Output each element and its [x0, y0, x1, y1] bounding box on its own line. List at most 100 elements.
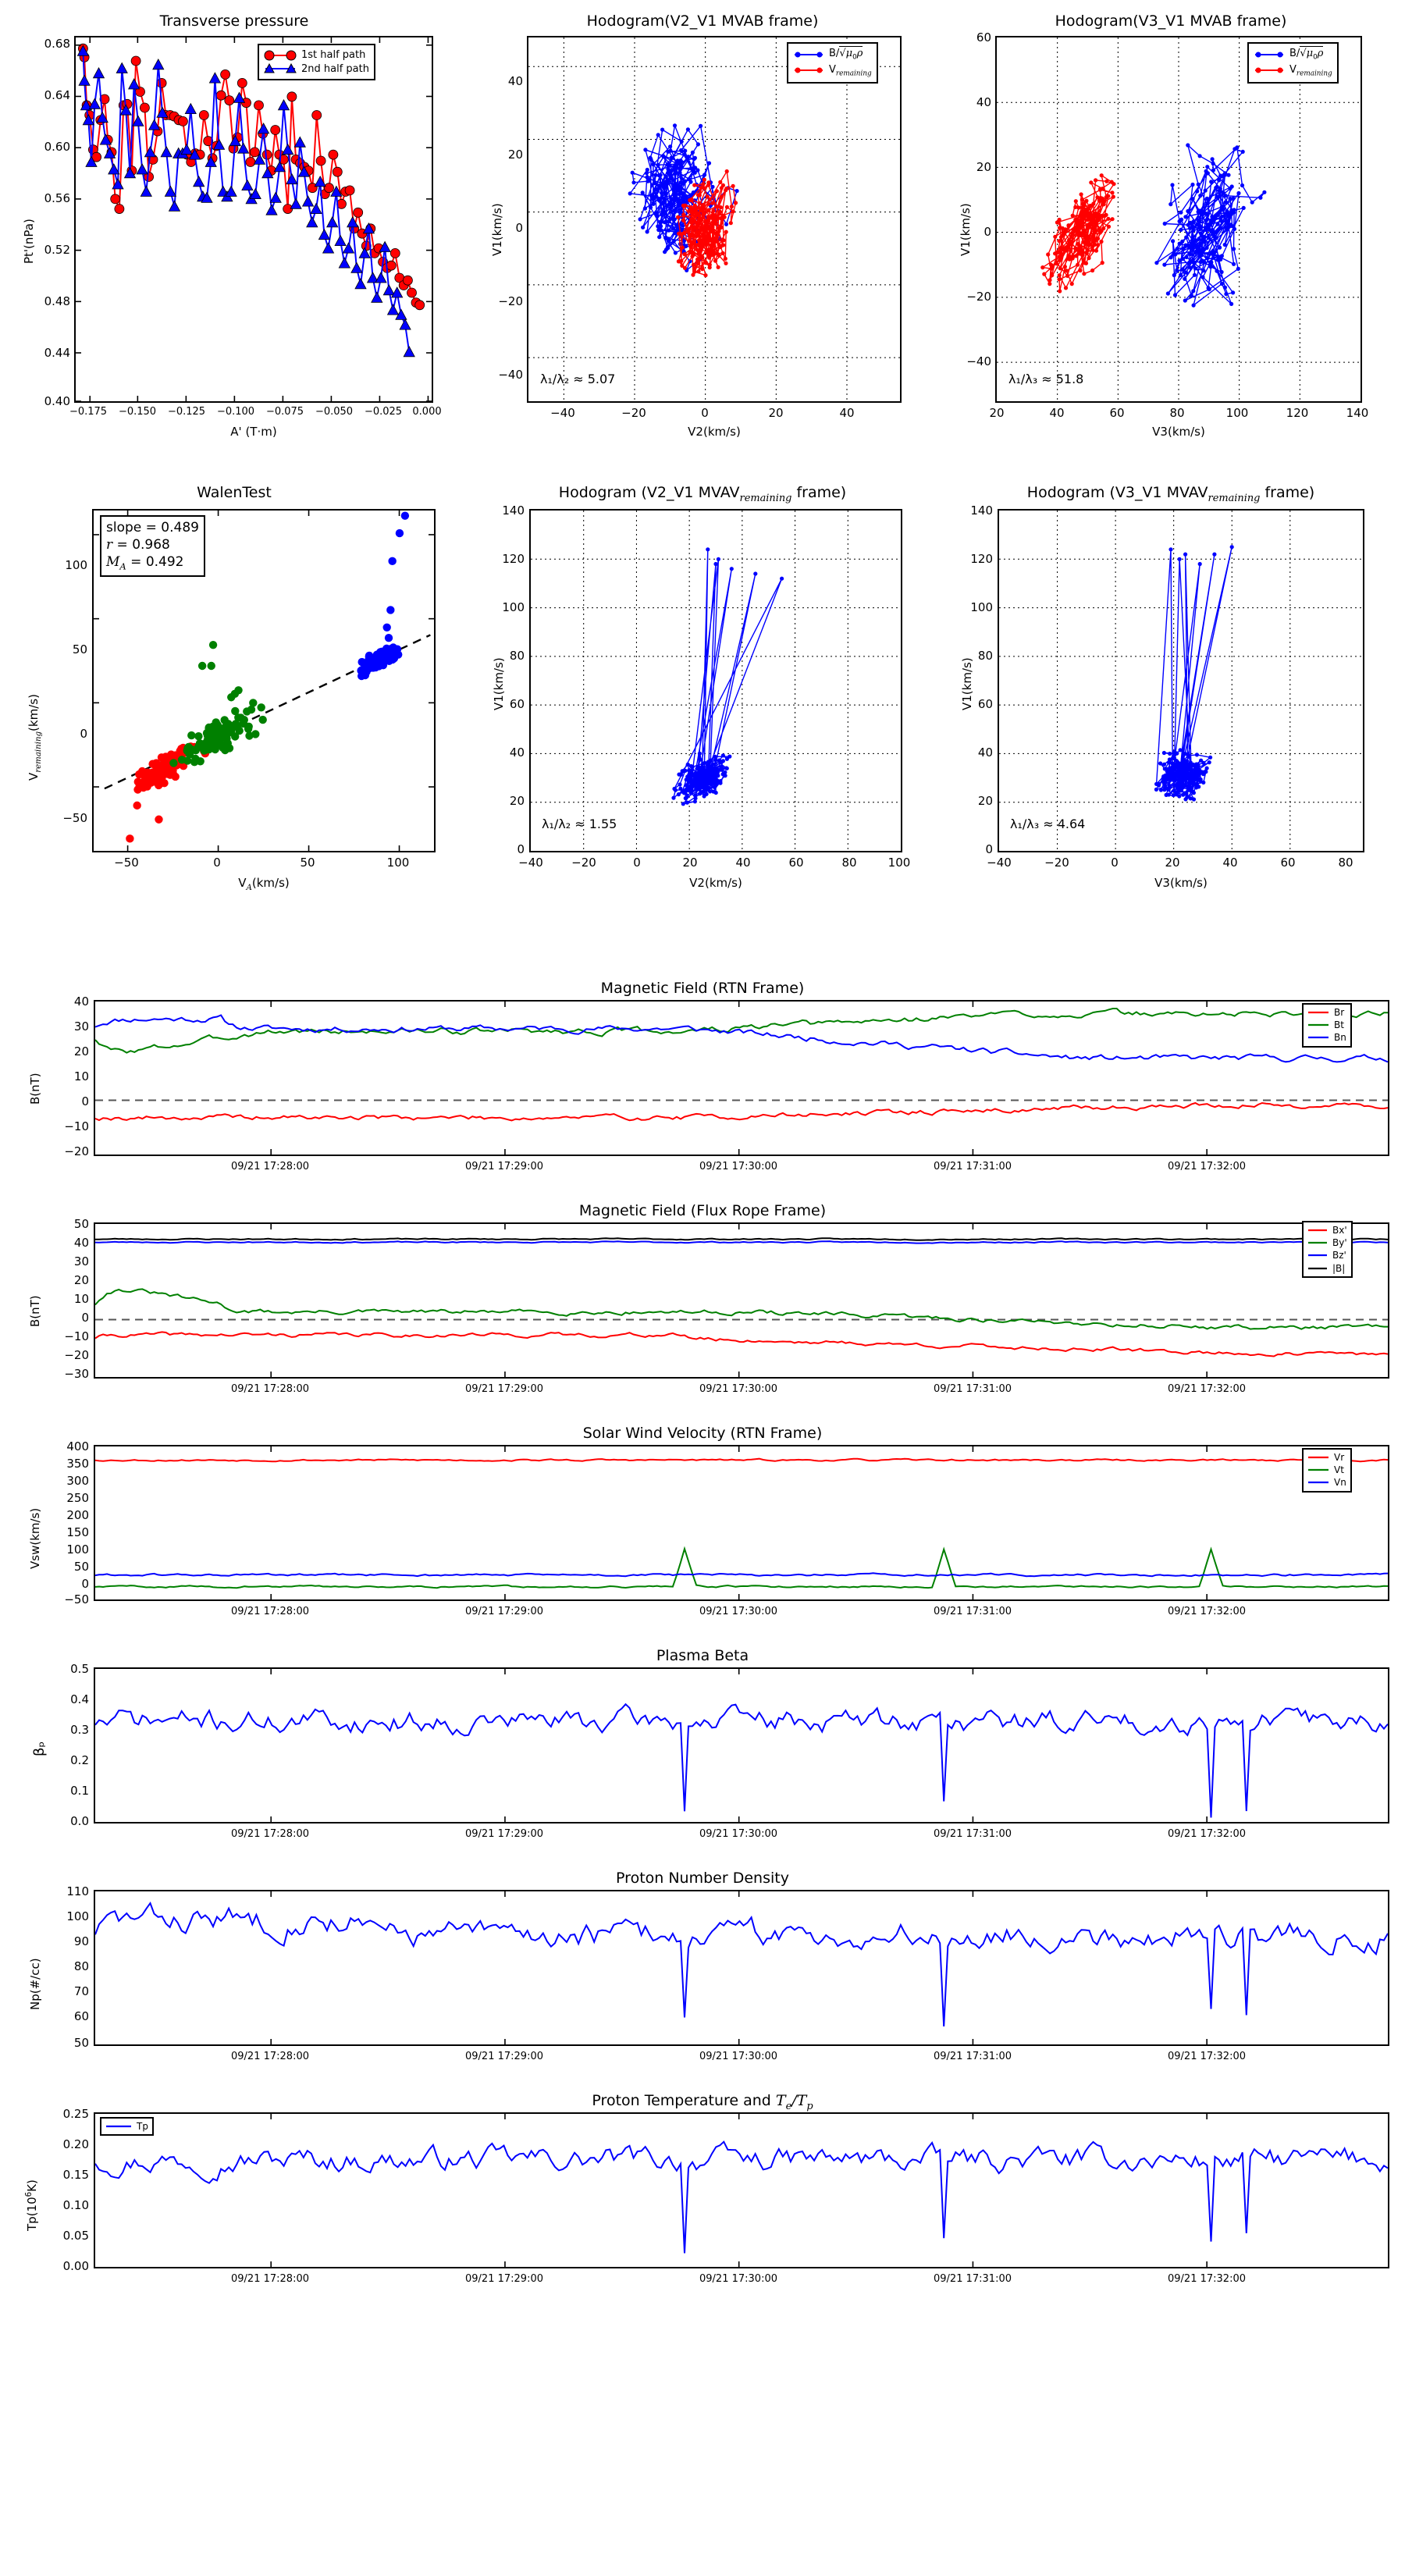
y-tick: −40	[966, 354, 991, 368]
y-tick: 0	[515, 221, 523, 235]
y-tick: 10	[73, 1292, 89, 1306]
line-marker-icon	[795, 67, 823, 73]
legend-label: 2nd half path	[301, 62, 369, 75]
panel-title: Solar Wind Velocity (RTN Frame)	[582, 1425, 823, 1442]
alfven-mach-value: MA = 0.492	[106, 554, 184, 572]
y-tick: −20	[966, 290, 991, 304]
legend-label: Bn	[1334, 1032, 1346, 1044]
y-tick: 90	[73, 1934, 89, 1948]
time-tick: 09/21 17:29:00	[465, 1161, 543, 1172]
time-tick: 09/21 17:29:00	[465, 2273, 543, 2285]
legend[interactable]: B/√μ0ρ Vremaining	[787, 42, 878, 84]
time-tick: 09/21 17:29:00	[465, 1606, 543, 1617]
y-tick: 300	[66, 1474, 89, 1488]
x-tick: −0.100	[216, 406, 255, 418]
plot-area	[94, 1222, 1389, 1379]
y-tick: 100	[502, 600, 525, 614]
y-tick: 60	[976, 30, 991, 44]
y-tick: 400	[66, 1439, 89, 1453]
y-tick: 50	[73, 1217, 89, 1231]
y-axis-label: Tp(106K)	[25, 2179, 39, 2231]
legend-item: B/√μ0ρ	[793, 46, 872, 63]
legend[interactable]: 1st half path 2nd half path	[258, 44, 375, 81]
y-tick: 350	[66, 1457, 89, 1471]
y-tick: 40	[73, 1236, 89, 1250]
y-tick: 40	[507, 74, 523, 88]
x-tick: 80	[1169, 406, 1185, 420]
time-tick: 09/21 17:30:00	[699, 1383, 777, 1395]
legend-item: Vremaining	[793, 63, 872, 80]
time-tick: 09/21 17:28:00	[231, 1161, 309, 1172]
legend[interactable]: Vr Vt Vn	[1302, 1448, 1352, 1493]
y-tick: 0.1	[70, 1784, 89, 1798]
plot-area	[529, 509, 902, 852]
time-tick: 09/21 17:32:00	[1168, 1161, 1246, 1172]
legend-label: Br	[1334, 1007, 1345, 1018]
x-tick: −20	[571, 856, 596, 870]
legend-item: Bx'	[1307, 1224, 1347, 1236]
y-tick: 30	[73, 1019, 89, 1034]
legend-label: By'	[1332, 1237, 1347, 1249]
plot-area	[92, 509, 436, 852]
y-axis-label: Np(#/cc)	[28, 1958, 42, 2010]
time-tick: 09/21 17:30:00	[699, 1161, 777, 1172]
legend-label: B/√μ0ρ	[1289, 46, 1324, 62]
y-tick: 30	[73, 1254, 89, 1268]
panel-title: WalenTest	[197, 484, 272, 501]
series-canvas	[95, 1901, 1388, 2026]
time-tick: 09/21 17:31:00	[934, 1383, 1012, 1395]
y-tick: 0.00	[62, 2259, 89, 2273]
panel-magnetic-field-rtn: Magnetic Field (RTN Frame) 40 30 20 10 0…	[0, 980, 1405, 1190]
y-tick: 120	[970, 552, 993, 566]
y-tick: 0	[80, 727, 87, 741]
x-tick: 60	[1280, 856, 1296, 870]
y-tick: 140	[502, 503, 525, 518]
y-axis-label: V1(km/s)	[492, 657, 506, 710]
legend-item: Vt	[1307, 1464, 1346, 1476]
legend-label: Vremaining	[1289, 63, 1332, 78]
x-tick: −0.025	[364, 406, 403, 418]
series-canvas	[531, 511, 901, 851]
y-axis-label: V1(km/s)	[959, 203, 973, 256]
legend-label: Vr	[1334, 1452, 1345, 1463]
y-tick: 20	[507, 148, 523, 162]
y-tick: 150	[66, 1525, 89, 1539]
panel-proton-temperature: Proton Temperature and Te/Tp 0.25 0.20 0…	[0, 2092, 1405, 2303]
y-tick: 140	[970, 503, 993, 518]
legend[interactable]: Br Bt Bn	[1302, 1003, 1352, 1048]
x-tick: −20	[1044, 856, 1069, 870]
y-axis-label: V1(km/s)	[960, 657, 974, 710]
line-marker-icon	[1255, 67, 1283, 73]
panel-title: Hodogram (V3_V1 MVAVremaining frame)	[1026, 484, 1315, 504]
x-tick: 20	[989, 406, 1005, 420]
y-tick: 80	[977, 649, 993, 663]
legend[interactable]: B/√μ0ρ Vremaining	[1247, 42, 1339, 84]
series-canvas	[95, 1703, 1388, 1818]
y-axis-ticks: 40 20 0 −20 −40	[468, 36, 523, 403]
y-tick: 40	[509, 745, 525, 760]
line-icon	[1308, 1254, 1327, 1257]
line-icon	[1308, 1229, 1327, 1232]
series-canvas	[104, 511, 431, 843]
y-tick: −50	[64, 1592, 89, 1606]
y-tick: 0.3	[70, 1723, 89, 1737]
panel-walen-test: WalenTest 100 50 0 −50 −50 0 50 100 VA(k…	[0, 476, 468, 913]
plot-area	[998, 509, 1364, 852]
x-axis-label: A' (T·m)	[230, 425, 277, 439]
y-tick: 10	[73, 1069, 89, 1083]
y-axis-ticks: 400 350 300 250 200 150 100 50 0 −50	[0, 1439, 89, 1606]
y-tick: 0.05	[62, 2229, 89, 2243]
y-tick: 20	[509, 794, 525, 808]
line-icon	[1308, 1482, 1329, 1484]
line-icon	[1308, 1469, 1329, 1471]
y-tick: 0.20	[62, 2137, 89, 2151]
time-tick: 09/21 17:31:00	[934, 1161, 1012, 1172]
legend-label: |B|	[1332, 1262, 1346, 1274]
legend[interactable]: Bx' By' Bz' |B|	[1302, 1221, 1353, 1278]
panel-hodogram-v2v1-mvab: Hodogram(V2_V1 MVAB frame) 40 20 0 −20 −…	[468, 6, 937, 451]
legend[interactable]: Tp	[100, 2117, 154, 2137]
time-tick: 09/21 17:32:00	[1168, 1828, 1246, 1840]
x-tick: 100	[1225, 406, 1249, 420]
legend-item: Tp	[105, 2120, 148, 2133]
legend-item: Bz'	[1307, 1249, 1347, 1261]
